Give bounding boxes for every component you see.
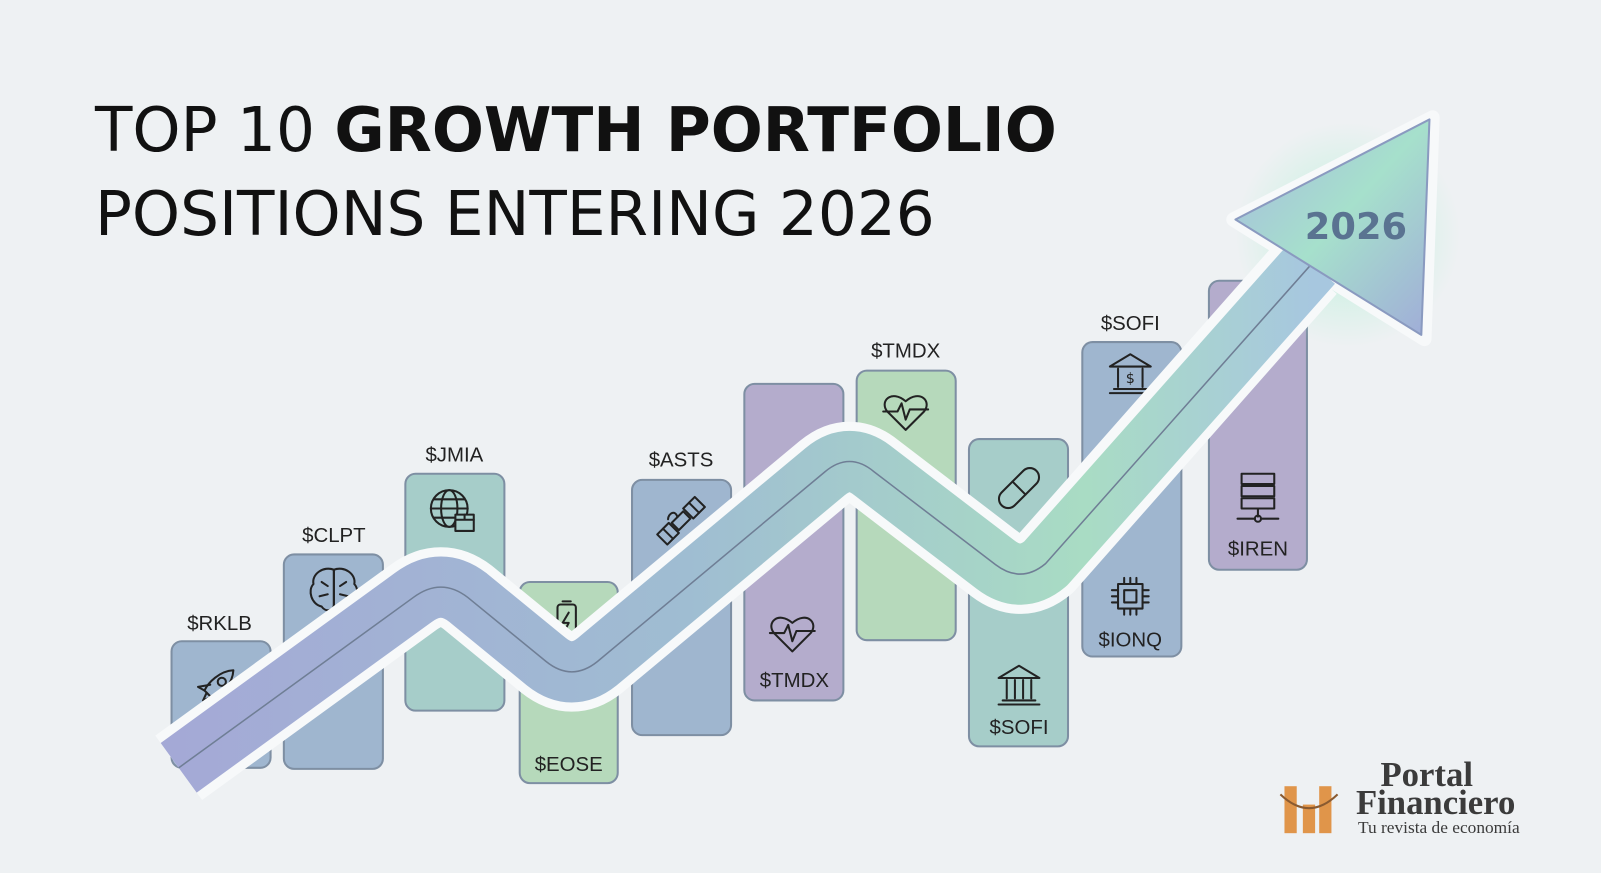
globe-package-icon [429, 489, 475, 532]
bank-dollar-icon: $ [1108, 353, 1152, 395]
svg-text:$: $ [1126, 371, 1135, 387]
portal-financiero-logo: Portal Financiero Tu revista de economía [1279, 755, 1520, 837]
ticker-label: $TMDX [760, 670, 830, 692]
arrow-year-label: 2026 [1305, 205, 1407, 248]
logo-line-1: Portal [1380, 755, 1473, 794]
chip-icon [1110, 576, 1150, 616]
pill-icon [997, 467, 1041, 510]
ticker-label: $IONQ [1099, 629, 1163, 651]
arrowhead [1234, 118, 1431, 336]
logo-tagline: Tu revista de economía [1358, 818, 1520, 837]
arrow-center-line [178, 262, 1313, 769]
ticker-label: $SOFI [1101, 313, 1160, 335]
title-line-1: TOP 10 GROWTH PORTFOLIO [94, 95, 1057, 166]
ticker-label: $JMIA [425, 445, 483, 467]
title-line-2: POSITIONS ENTERING 2026 [95, 179, 935, 250]
server-icon [1236, 472, 1280, 523]
heart-pulse-icon [768, 616, 816, 653]
ticker-label: $TMDX [871, 340, 941, 362]
growth-arrow: 2026 [155, 110, 1461, 801]
bank-icon [997, 664, 1041, 706]
ticker-label: $IREN [1228, 538, 1288, 560]
logo-line-2: Financiero [1356, 783, 1515, 822]
ticker-label: $SOFI [990, 717, 1049, 739]
ticker-label: $CLPT [302, 525, 366, 547]
heart-pulse-icon [882, 395, 930, 431]
ticker-label: $RKLB [187, 613, 252, 635]
ticker-label: $ASTS [649, 450, 714, 472]
ticker-label: $EOSE [535, 754, 603, 776]
logo-bars-icon [1279, 786, 1339, 834]
satellite-icon [656, 495, 706, 546]
